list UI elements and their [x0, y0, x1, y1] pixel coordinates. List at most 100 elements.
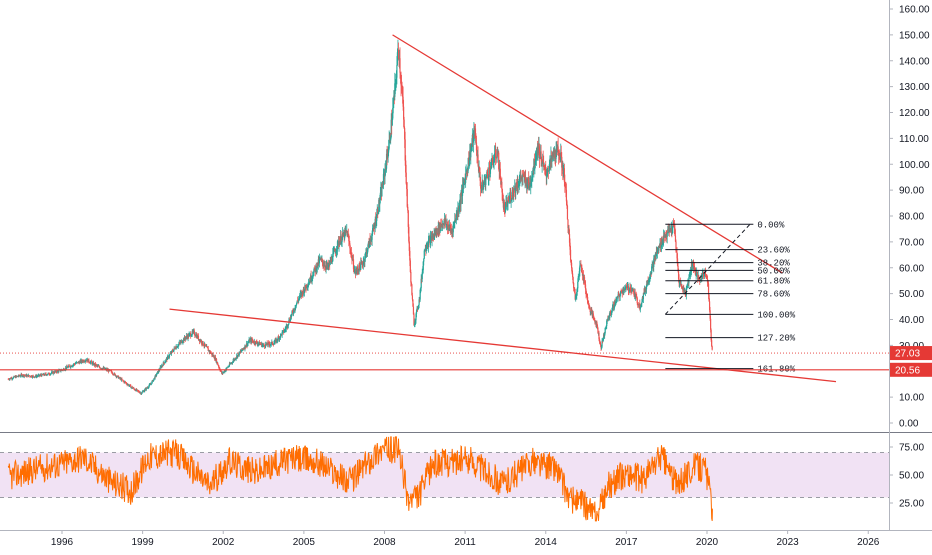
candle-body: [312, 275, 314, 277]
candle-body: [17, 376, 19, 377]
candle-body: [115, 375, 117, 377]
candle-body: [382, 174, 385, 186]
candle-body: [401, 87, 403, 94]
candle-body: [561, 156, 563, 168]
candle-body: [673, 225, 675, 227]
candle-body: [656, 251, 658, 254]
candle-body: [175, 348, 177, 350]
candle-body: [331, 261, 333, 263]
candle-body: [640, 304, 642, 308]
candle-body: [190, 336, 192, 337]
candle-body: [335, 251, 338, 253]
candle-body: [634, 292, 636, 298]
candle-body: [678, 279, 680, 284]
candle-body: [41, 373, 43, 375]
candle-body: [655, 251, 657, 257]
candle-body: [186, 335, 188, 337]
candle-body: [646, 284, 648, 285]
price-tag-background: [890, 362, 932, 377]
candle-body: [502, 200, 504, 201]
candle-body: [84, 360, 86, 362]
candle-body: [294, 308, 296, 310]
candle-body: [689, 271, 692, 275]
candle-body: [270, 342, 272, 345]
candle-body: [698, 275, 700, 280]
price-tick-label: 120.00: [899, 108, 930, 119]
candle-body: [649, 276, 651, 280]
candle-body: [242, 348, 245, 350]
candle-body: [580, 265, 583, 268]
candle-body: [593, 316, 595, 318]
candle-body: [172, 351, 174, 353]
candle-body: [522, 174, 524, 178]
candle-body: [624, 287, 626, 288]
price-tick-label: 70.00: [899, 237, 924, 248]
candle-body: [700, 276, 702, 279]
candle-body: [295, 307, 297, 309]
candle-body: [689, 274, 691, 275]
candle-body: [391, 118, 393, 126]
candle-body: [311, 276, 313, 280]
candle-body: [219, 367, 221, 370]
candle-body: [466, 169, 468, 173]
candle-body: [8, 379, 10, 381]
candle-body: [180, 341, 182, 343]
candle-body: [377, 209, 379, 214]
candle-body: [12, 378, 14, 379]
candle-body: [348, 236, 350, 242]
candle-body: [564, 181, 566, 186]
candle-body: [449, 225, 451, 228]
candle-body: [501, 188, 503, 201]
candle-body: [600, 346, 603, 349]
candle-body: [681, 288, 683, 290]
candle-body: [301, 291, 303, 296]
candle-body: [486, 171, 488, 175]
candle-body: [591, 310, 593, 312]
candle-body: [235, 358, 237, 360]
candle-body: [406, 189, 408, 207]
candle-body: [403, 119, 405, 129]
price-tick-label: 0.00: [899, 419, 919, 430]
candle-body: [292, 312, 295, 314]
candle-body: [221, 371, 223, 374]
candle-body: [364, 253, 366, 259]
candle-body: [612, 305, 615, 309]
candle-body: [517, 185, 519, 188]
fib-level-label: 78.60%: [757, 290, 790, 300]
candle-body: [559, 155, 561, 160]
price-tick-label: 60.00: [899, 263, 924, 274]
candle-body: [703, 272, 706, 276]
candle-body: [519, 176, 522, 180]
time-tick-label: 2017: [615, 537, 638, 548]
candle-body: [96, 365, 98, 366]
candle-body: [66, 366, 68, 368]
candle-body: [88, 359, 90, 363]
candle-body: [627, 286, 630, 291]
candle-body: [257, 343, 259, 345]
candle-body: [688, 277, 690, 284]
rsi-axis[interactable]: 25.00 50.00 75.00: [889, 443, 924, 510]
candle-body: [435, 230, 437, 236]
candle-body: [410, 271, 412, 283]
candle-body: [43, 374, 46, 376]
candle-body: [298, 297, 300, 299]
time-axis[interactable]: 1996 1999 2002 2005 2008 2011 2014 2017 2020 2023…: [51, 530, 880, 548]
candle-body: [544, 167, 546, 169]
candle-body: [83, 360, 85, 362]
candle-body: [69, 365, 71, 367]
candle-body: [411, 295, 414, 300]
candle-body: [578, 276, 580, 277]
candle-body: [462, 181, 465, 186]
trendline[interactable]: [392, 34, 783, 274]
candle-body: [18, 374, 20, 376]
candle-body: [521, 177, 523, 180]
candle-body: [565, 186, 567, 190]
candle-body: [281, 332, 283, 336]
candle-body: [15, 375, 17, 378]
candle-body: [417, 307, 419, 310]
candle-body: [191, 334, 193, 337]
candle-body: [403, 106, 405, 120]
candle-body: [203, 344, 205, 346]
candle-body: [192, 330, 194, 332]
candle-body: [285, 328, 287, 330]
